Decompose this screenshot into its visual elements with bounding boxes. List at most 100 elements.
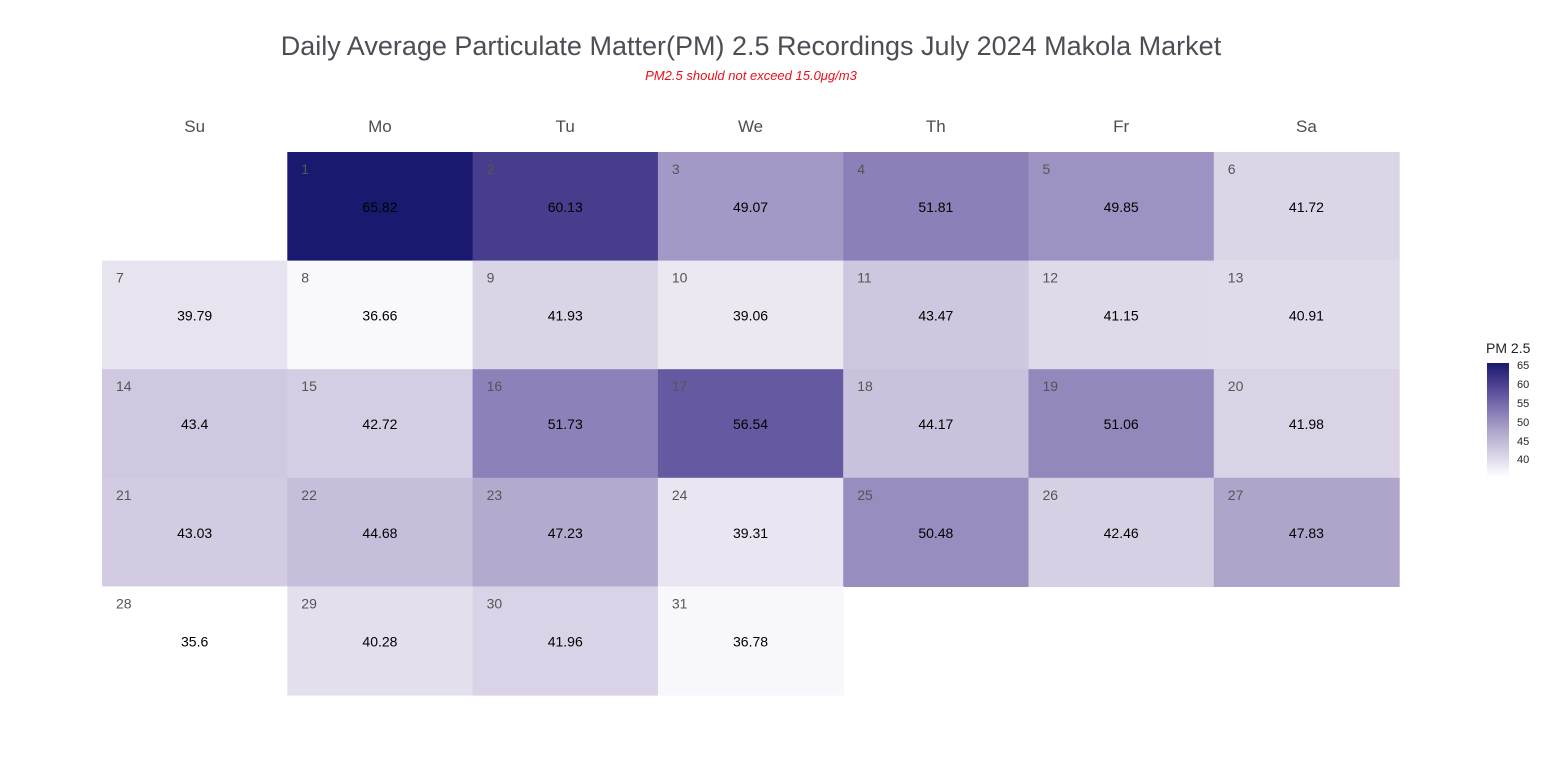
day-value-label: 39.79: [177, 308, 212, 324]
day-number: 21: [116, 487, 132, 503]
weekday-label: Fr: [1113, 117, 1129, 136]
day-cell: [472, 477, 659, 587]
colorbar-gradient: [1487, 363, 1509, 477]
day-value-label: 42.72: [362, 416, 397, 432]
colorbar-tick-label: 65: [1517, 360, 1530, 373]
weekday-label: Su: [184, 117, 205, 136]
day-value-label: 41.72: [1289, 199, 1324, 215]
day-number: 28: [116, 595, 132, 611]
weekday-label: We: [738, 117, 763, 136]
day-value-label: 50.48: [918, 525, 953, 541]
day-cell: [102, 477, 288, 587]
day-value-label: 44.17: [918, 416, 953, 432]
day-value-label: 41.15: [1104, 308, 1139, 324]
day-number: 19: [1043, 378, 1059, 394]
colorbar-tick: [1509, 441, 1514, 443]
day-cell: [472, 152, 659, 262]
day-cell: [1213, 369, 1400, 479]
day-cell: [1213, 477, 1400, 587]
day-value-label: 56.54: [733, 416, 768, 432]
day-value-label: 41.93: [548, 308, 583, 324]
day-value-label: 49.07: [733, 199, 768, 215]
day-cell: [472, 586, 659, 696]
colorbar-tick-label: 45: [1517, 435, 1530, 448]
day-value-label: 35.6: [181, 633, 208, 649]
day-number: 11: [857, 270, 872, 286]
day-value-label: 40.91: [1289, 308, 1324, 324]
colorbar-tick: [1509, 384, 1514, 386]
weekday-label: Tu: [556, 117, 575, 136]
day-number: 2: [487, 161, 495, 177]
day-number: 23: [487, 487, 503, 503]
day-value-label: 51.73: [548, 416, 583, 432]
chart-subtitle: PM2.5 should not exceed 15.0μg/m3: [645, 68, 857, 83]
day-cell: [1213, 152, 1400, 262]
day-value-label: 39.31: [733, 525, 768, 541]
day-value-label: 40.28: [362, 633, 397, 649]
day-value-label: 47.83: [1289, 525, 1324, 541]
colorbar-tick-label: 40: [1517, 454, 1530, 467]
day-cell: [1028, 369, 1215, 479]
weekday-label: Mo: [368, 117, 392, 136]
day-number: 25: [857, 487, 873, 503]
day-cell: [287, 152, 474, 262]
day-number: 6: [1228, 161, 1236, 177]
day-value-label: 43.4: [181, 416, 208, 432]
day-number: 5: [1043, 161, 1051, 177]
weekday-label: Sa: [1296, 117, 1317, 136]
colorbar-tick: [1509, 460, 1514, 462]
day-number: 26: [1043, 487, 1059, 503]
day-cell: [287, 586, 474, 696]
day-cell: [843, 477, 1030, 587]
day-cell: [102, 260, 288, 370]
day-cell: [287, 477, 474, 587]
chart-title: Daily Average Particulate Matter(PM) 2.5…: [280, 31, 1222, 61]
day-cell: [472, 369, 659, 479]
day-number: 15: [301, 378, 317, 394]
colorbar-tick: [1509, 366, 1514, 368]
day-cell: [102, 369, 288, 479]
day-cell: [657, 152, 844, 262]
day-number: 4: [857, 161, 865, 177]
day-cell: [657, 260, 844, 370]
day-cell: [657, 586, 844, 696]
day-value-label: 51.06: [1104, 416, 1139, 432]
day-cell: [657, 477, 844, 587]
day-number: 14: [116, 378, 132, 394]
day-number: 9: [487, 270, 495, 286]
day-number: 29: [301, 595, 317, 611]
colorbar-tick: [1509, 422, 1514, 424]
day-value-label: 43.47: [918, 308, 953, 324]
day-cell: [843, 260, 1030, 370]
colorbar-tick-label: 60: [1517, 378, 1530, 391]
day-number: 30: [487, 595, 503, 611]
day-number: 22: [301, 487, 317, 503]
day-number: 27: [1228, 487, 1244, 503]
day-number: 31: [672, 595, 688, 611]
weekday-label: Th: [926, 117, 946, 136]
day-number: 20: [1228, 378, 1244, 394]
day-value-label: 43.03: [177, 525, 212, 541]
day-value-label: 44.68: [362, 525, 397, 541]
day-value-label: 65.82: [362, 199, 397, 215]
day-value-label: 36.78: [733, 633, 768, 649]
day-cell: [657, 369, 844, 479]
day-number: 16: [487, 378, 503, 394]
day-number: 8: [301, 270, 309, 286]
colorbar-tick: [1509, 403, 1514, 405]
day-number: 24: [672, 487, 688, 503]
day-value-label: 42.46: [1104, 525, 1139, 541]
day-number: 7: [116, 270, 124, 286]
day-value-label: 41.96: [548, 633, 583, 649]
colorbar-tick-label: 55: [1517, 397, 1530, 410]
day-value-label: 41.98: [1289, 416, 1324, 432]
day-value-label: 51.81: [918, 199, 953, 215]
day-value-label: 49.85: [1104, 199, 1139, 215]
day-number: 13: [1228, 270, 1244, 286]
colorbar-tick-label: 50: [1517, 416, 1530, 429]
day-number: 17: [672, 378, 688, 394]
day-value-label: 60.13: [548, 199, 583, 215]
day-number: 3: [672, 161, 680, 177]
day-cell: [102, 586, 288, 696]
